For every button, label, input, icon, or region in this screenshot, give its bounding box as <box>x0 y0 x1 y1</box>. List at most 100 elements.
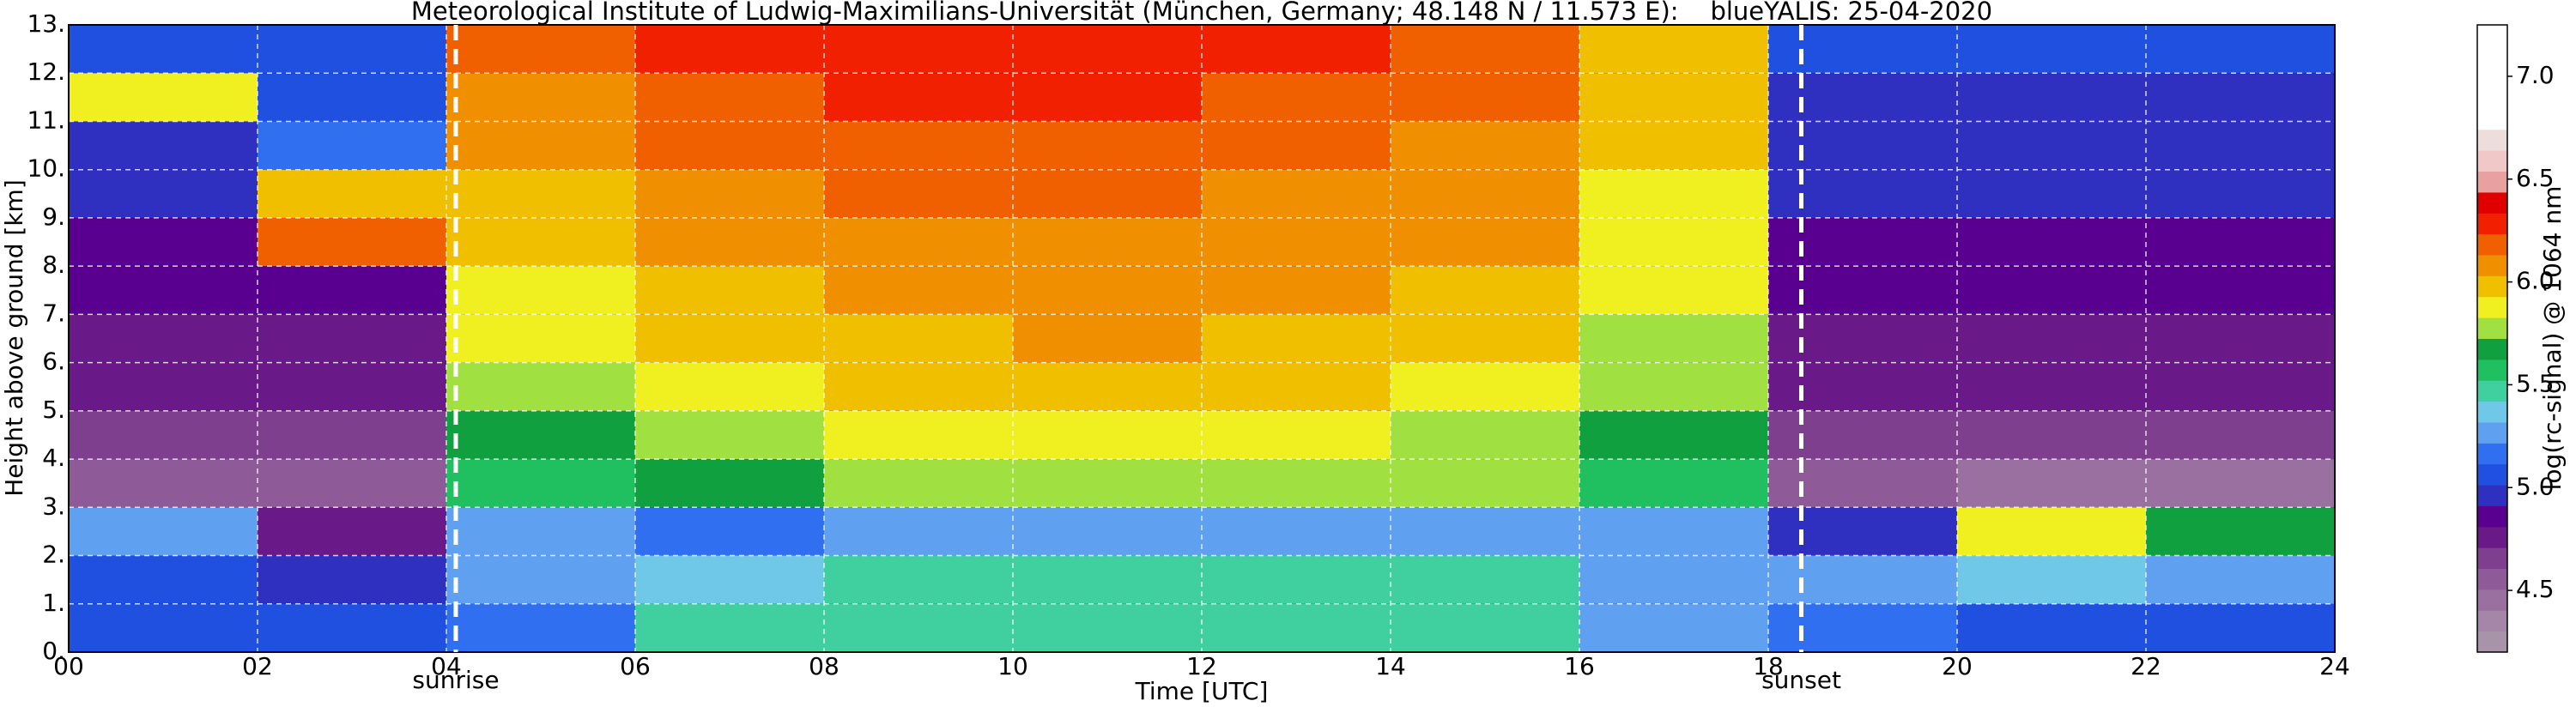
heatmap-cell <box>1013 314 1202 363</box>
heatmap-cell <box>446 73 635 122</box>
heatmap-cell <box>1579 314 1768 363</box>
heatmap-cell <box>258 507 446 556</box>
colorbar-segment <box>2477 568 2507 590</box>
heatmap-cell <box>1768 169 1957 218</box>
colorbar-segment <box>2477 255 2507 276</box>
heatmap-cell <box>446 410 635 460</box>
y-tick-label: 0. <box>42 637 65 665</box>
heatmap-cell <box>1202 362 1391 411</box>
heatmap-cell <box>2146 266 2335 315</box>
heatmap-cell <box>258 25 446 74</box>
y-tick-label: 7. <box>42 299 65 327</box>
annotation-label: sunset <box>1761 666 1841 694</box>
colorbar-tick-label: 5.5 <box>2516 369 2555 397</box>
heatmap-cell <box>1768 25 1957 74</box>
heatmap-cell <box>69 25 258 74</box>
heatmap-cell <box>1391 603 1579 652</box>
colorbar-segment <box>2477 66 2507 88</box>
heatmap-cell <box>635 410 824 460</box>
colorbar-segment <box>2477 108 2507 130</box>
heatmap-cell <box>1957 555 2146 604</box>
colorbar-tick-label: 5.0 <box>2516 472 2555 500</box>
heatmap-cell <box>1579 217 1768 267</box>
x-tick-label: 02 <box>242 652 273 680</box>
heatmap-cell <box>1391 314 1579 363</box>
heatmap-cell <box>1391 555 1579 604</box>
heatmap-cell <box>635 555 824 604</box>
heatmap-cell <box>446 362 635 411</box>
heatmap-cell <box>446 314 635 363</box>
heatmap-cell <box>1202 266 1391 315</box>
colorbar-segment <box>2477 421 2507 444</box>
colorbar-segment <box>2477 25 2507 46</box>
colorbar-segment <box>2477 631 2507 653</box>
heatmap-cell <box>824 217 1013 267</box>
colorbar-tick-label: 6.5 <box>2516 164 2555 192</box>
heatmap-cell <box>69 603 258 652</box>
heatmap-cell <box>1202 603 1391 652</box>
colorbar-segment <box>2477 589 2507 611</box>
heatmap-cell <box>446 217 635 267</box>
heatmap-cell <box>446 507 635 556</box>
heatmap-cell <box>635 169 824 218</box>
heatmap-cell <box>1391 217 1579 267</box>
heatmap-cell <box>1013 25 1202 74</box>
x-tick-label: 18 <box>1753 652 1784 680</box>
heatmap-cell <box>2146 121 2335 170</box>
heatmap-cell <box>824 314 1013 363</box>
x-tick-label: 14 <box>1375 652 1406 680</box>
heatmap-cell <box>1579 459 1768 508</box>
heatmap-cell <box>446 459 635 508</box>
heatmap-cell <box>1013 121 1202 170</box>
colorbar-segment <box>2477 275 2507 298</box>
heatmap-cell <box>446 25 635 74</box>
heatmap-cell <box>824 169 1013 218</box>
heatmap-cell <box>258 410 446 460</box>
heatmap-cell <box>446 603 635 652</box>
colorbar-tick-label: 7.0 <box>2516 61 2555 89</box>
colorbar-segment <box>2477 171 2507 193</box>
heatmap-cell <box>258 555 446 604</box>
y-tick-label: 10. <box>27 154 65 183</box>
heatmap-cell <box>824 121 1013 170</box>
colorbar-segment <box>2477 547 2507 570</box>
heatmap-cell <box>1579 555 1768 604</box>
heatmap-cell <box>2146 410 2335 460</box>
heatmap-cell <box>1202 410 1391 460</box>
heatmap-cell <box>1579 73 1768 122</box>
heatmap-cell <box>1957 410 2146 460</box>
heatmap-cell <box>1013 507 1202 556</box>
heatmap-cell <box>69 314 258 363</box>
heatmap-cell <box>69 459 258 508</box>
chart-title: Meteorological Institute of Ludwig-Maxim… <box>411 0 1992 26</box>
heatmap-cell <box>1391 507 1579 556</box>
y-tick-label: 9. <box>42 202 65 231</box>
heatmap-cell <box>2146 459 2335 508</box>
heatmap-cell <box>1013 410 1202 460</box>
plot-frame <box>68 24 2336 653</box>
heatmap-cell <box>635 266 824 315</box>
heatmap-cell <box>635 25 824 74</box>
heatmap-cell <box>258 314 446 363</box>
heatmap-cell <box>69 507 258 556</box>
heatmap-cell <box>69 169 258 218</box>
heatmap-cell <box>258 217 446 267</box>
heatmap-cell <box>824 410 1013 460</box>
heatmap-cell <box>1013 73 1202 122</box>
heatmap-cell <box>258 459 446 508</box>
x-axis-label: Time [UTC] <box>1135 677 1269 705</box>
y-tick-label: 4. <box>42 444 65 472</box>
heatmap-cell <box>1957 314 2146 363</box>
heatmap-cell <box>1202 555 1391 604</box>
heatmap-cell <box>258 73 446 122</box>
heatmap-cell <box>1013 169 1202 218</box>
heatmap-cell <box>1579 362 1768 411</box>
heatmap-cell <box>2146 169 2335 218</box>
colorbar-segment <box>2477 526 2507 548</box>
y-tick-label: 12. <box>27 57 65 86</box>
heatmap-cell <box>1202 459 1391 508</box>
heatmap-cell <box>446 555 635 604</box>
heatmap-cell <box>258 266 446 315</box>
heatmap-cell <box>635 314 824 363</box>
heatmap-cell <box>1579 507 1768 556</box>
